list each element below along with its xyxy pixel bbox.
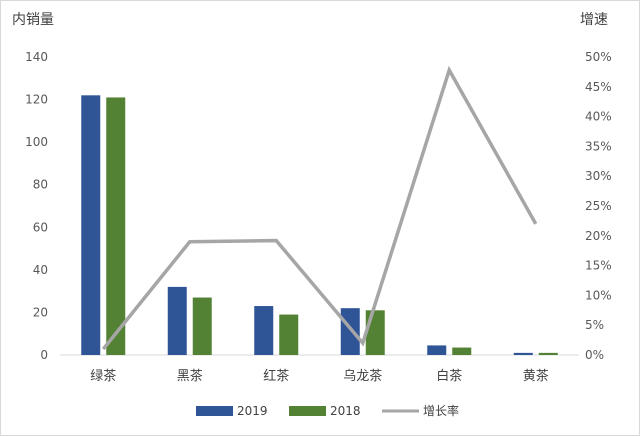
y-left-tick-label: 20 <box>33 305 48 319</box>
bar-2018 <box>279 314 299 355</box>
legend-label: 2019 <box>237 404 268 418</box>
y-left-tick-label: 80 <box>33 178 48 192</box>
bar-2019 <box>340 308 360 355</box>
x-category-label: 红茶 <box>263 368 289 384</box>
y-left-tick-label: 100 <box>25 135 48 149</box>
y-right-tick-label: 35% <box>585 139 612 153</box>
y-right-tick-label: 40% <box>585 110 612 124</box>
bar-2018 <box>452 347 472 355</box>
y-left-tick-label: 120 <box>25 93 48 107</box>
x-category-label: 黑茶 <box>177 368 203 384</box>
y-right-tick-label: 15% <box>585 259 612 273</box>
bar-2019 <box>513 352 533 355</box>
x-category-label: 绿茶 <box>90 368 116 384</box>
y-right-tick-label: 10% <box>585 288 612 302</box>
bar-2018 <box>192 297 212 355</box>
x-category-label: 乌龙茶 <box>343 368 382 384</box>
y-right-tick-label: 45% <box>585 80 612 94</box>
legend-label: 增长率 <box>423 403 459 418</box>
bar-2018 <box>538 352 558 355</box>
y-left-tick-label: 40 <box>33 263 48 277</box>
bar-2019 <box>427 345 447 355</box>
y-right-tick-label: 50% <box>585 50 612 64</box>
y-right-tick-label: 5% <box>585 318 604 332</box>
legend-swatch-2018 <box>289 406 326 416</box>
y-right-tick-label: 30% <box>585 169 612 183</box>
y-left-tick-label: 140 <box>25 50 48 64</box>
x-category-label: 白茶 <box>436 368 462 384</box>
y-left-tick-label: 0 <box>40 348 48 362</box>
bar-2018 <box>106 97 126 355</box>
y-right-tick-label: 0% <box>585 348 604 362</box>
y-right-tick-label: 25% <box>585 199 612 213</box>
growth-rate-line <box>101 65 538 351</box>
bar-2018 <box>365 310 385 355</box>
legend-label: 2018 <box>330 404 361 418</box>
bar-2019 <box>81 95 101 356</box>
y-axis-right-title: 增速 <box>580 12 608 28</box>
legend-swatch-2019 <box>196 406 233 416</box>
y-right-tick-label: 20% <box>585 229 612 243</box>
bar-2019 <box>254 306 274 355</box>
x-category-label: 黄茶 <box>523 368 549 384</box>
y-axis-left-title: 内销量 <box>12 12 54 28</box>
bar-2019 <box>167 286 187 355</box>
y-left-tick-label: 60 <box>33 220 48 234</box>
